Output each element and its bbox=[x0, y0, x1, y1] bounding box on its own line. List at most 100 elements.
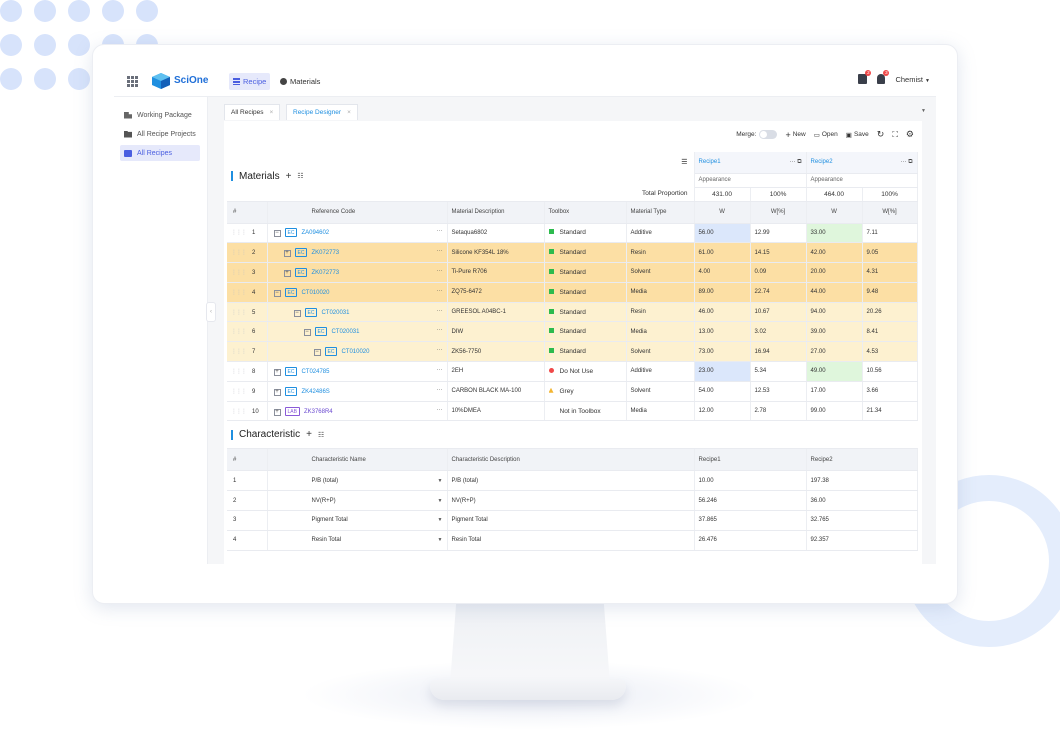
recipe1-w-cell[interactable]: 12.00 bbox=[694, 401, 751, 422]
more-icon[interactable]: ··· bbox=[436, 307, 443, 314]
reference-code-link[interactable]: ZK072773 bbox=[311, 269, 340, 276]
reference-code-link[interactable]: CT020031 bbox=[331, 329, 360, 336]
table-row[interactable]: 3 Pigment Total ▼ Pigment Total 37.865 32… bbox=[227, 510, 918, 531]
recipe1-value[interactable]: 26.476 bbox=[694, 530, 807, 551]
drag-handle-icon[interactable]: ⋮⋮⋮ bbox=[231, 230, 247, 237]
expand-icon[interactable]: − bbox=[303, 329, 311, 337]
expand-icon[interactable]: − bbox=[293, 309, 301, 317]
recipe2-pct-cell[interactable]: 3.66 bbox=[862, 381, 918, 402]
bell-icon[interactable]: 3 bbox=[877, 70, 890, 84]
drag-handle-icon[interactable]: ⋮⋮⋮ bbox=[231, 408, 247, 415]
reference-code-link[interactable]: ZA094602 bbox=[301, 230, 330, 237]
recipe1-w-cell[interactable]: 46.00 bbox=[694, 302, 751, 323]
table-row[interactable]: ⋮⋮⋮ 6 − EC CT020031 ··· DIW Standard Media … bbox=[227, 321, 918, 343]
recipe2-pct-cell[interactable]: 21.34 bbox=[862, 401, 918, 422]
drag-handle-icon[interactable]: ⋮⋮⋮ bbox=[231, 368, 247, 375]
recipe2-w-cell[interactable]: 99.00 bbox=[806, 401, 863, 422]
expand-icon[interactable]: − bbox=[313, 349, 321, 357]
recipe1-pct-cell[interactable]: 12.99 bbox=[750, 223, 807, 244]
recipe1-w-cell[interactable]: 13.00 bbox=[694, 321, 751, 343]
user-menu[interactable]: Chemist ▼ bbox=[895, 75, 930, 84]
sidebar-collapse-handle[interactable]: ‹ bbox=[206, 302, 216, 322]
recipe2-pct-cell[interactable]: 9.48 bbox=[862, 282, 918, 303]
recipe-menu-icon[interactable]: ··· ⧉ bbox=[900, 158, 913, 165]
more-icon[interactable]: ··· bbox=[436, 287, 443, 294]
drag-handle-icon[interactable]: ⋮⋮⋮ bbox=[231, 250, 247, 257]
sidebar-item-working-package[interactable]: Working Package bbox=[120, 107, 200, 123]
table-row[interactable]: ⋮⋮⋮ 9 + EC ZK42486S ··· CARBON BLACK MA-100… bbox=[227, 381, 918, 402]
expand-icon[interactable]: − bbox=[273, 230, 281, 238]
table-row[interactable]: ⋮⋮⋮ 1 − EC ZA094602 ··· Setaqua6802 Standar… bbox=[227, 223, 918, 244]
reference-code-link[interactable]: CT024785 bbox=[301, 368, 330, 375]
more-icon[interactable]: ··· bbox=[436, 347, 443, 354]
new-button[interactable]: + New bbox=[785, 130, 805, 140]
recipe2-w-cell[interactable]: 27.00 bbox=[806, 341, 863, 363]
recipe1-value[interactable]: 56.246 bbox=[694, 490, 807, 512]
recipe2-w-cell[interactable]: 33.00 bbox=[806, 223, 863, 244]
recipe2-pct-cell[interactable]: 8.41 bbox=[862, 321, 918, 343]
recipe1-value[interactable]: 10.00 bbox=[694, 470, 807, 492]
reference-code-link[interactable]: CT020031 bbox=[321, 309, 350, 316]
recipe2-pct-cell[interactable]: 10.56 bbox=[862, 361, 918, 382]
recipe1-pct-cell[interactable]: 10.67 bbox=[750, 302, 807, 323]
sidebar-item-all-recipe-projects[interactable]: All Recipe Projects bbox=[120, 126, 200, 142]
recipe1-w-cell[interactable]: 4.00 bbox=[694, 262, 751, 283]
expand-icon[interactable]: + bbox=[283, 250, 291, 258]
drag-handle-icon[interactable]: ⋮⋮⋮ bbox=[231, 349, 247, 356]
table-row[interactable]: ⋮⋮⋮ 7 − EC CT010020 ··· ZK56-7750 Standard … bbox=[227, 341, 918, 363]
tabs-menu-icon[interactable]: ▼ bbox=[921, 108, 926, 114]
tasks-icon[interactable]: 2 bbox=[858, 70, 872, 84]
recipe2-w-cell[interactable]: 17.00 bbox=[806, 381, 863, 402]
recipe1-w-cell[interactable]: 23.00 bbox=[694, 361, 751, 382]
expand-icon[interactable]: + bbox=[273, 408, 281, 416]
list-icon[interactable]: ☷ bbox=[317, 431, 325, 439]
table-row[interactable]: ⋮⋮⋮ 5 − EC CT020031 ··· GREESOL A04BC-1 Sta… bbox=[227, 302, 918, 323]
nav-tab-recipe[interactable]: Recipe bbox=[229, 73, 271, 90]
reference-code-link[interactable]: CT010020 bbox=[341, 349, 370, 356]
recipe2-pct-cell[interactable]: 20.26 bbox=[862, 302, 918, 323]
save-button[interactable]: ▣ Save bbox=[846, 131, 869, 139]
drag-handle-icon[interactable]: ⋮⋮⋮ bbox=[231, 309, 247, 316]
add-characteristic-icon[interactable]: + bbox=[306, 429, 312, 441]
add-material-icon[interactable]: + bbox=[285, 170, 292, 182]
refresh-icon[interactable]: ↻ bbox=[876, 129, 885, 139]
characteristic-name-select[interactable]: Pigment Total ▼ bbox=[267, 510, 448, 531]
more-icon[interactable]: ··· bbox=[436, 386, 443, 393]
recipe2-value[interactable]: 197.38 bbox=[806, 470, 918, 492]
characteristic-name-select[interactable]: NV(R+P) ▼ bbox=[267, 490, 448, 512]
recipe2-value[interactable]: 32.765 bbox=[806, 510, 918, 531]
recipe2-w-cell[interactable]: 94.00 bbox=[806, 302, 863, 323]
recipe1-pct-cell[interactable]: 2.78 bbox=[750, 401, 807, 422]
table-row[interactable]: ⋮⋮⋮ 2 + EC ZK072773 ··· Silicone KF354L 18%… bbox=[227, 242, 918, 264]
gear-icon[interactable]: ⚙ bbox=[905, 129, 914, 139]
reference-code-link[interactable]: ZK3768R4 bbox=[303, 408, 333, 415]
recipe2-value[interactable]: 92.357 bbox=[806, 530, 918, 551]
more-icon[interactable]: ··· bbox=[436, 228, 443, 235]
recipe2-pct-cell[interactable]: 7.11 bbox=[862, 223, 918, 244]
recipe1-pct-cell[interactable]: 12.53 bbox=[750, 381, 807, 402]
table-row[interactable]: ⋮⋮⋮ 10 + LAB ZK3768R4 ··· 10%DMEA Not in To… bbox=[227, 401, 918, 422]
recipe2-w-cell[interactable]: 42.00 bbox=[806, 242, 863, 264]
drag-handle-icon[interactable]: ⋮⋮⋮ bbox=[231, 289, 247, 296]
characteristic-name-select[interactable]: Resin Total ▼ bbox=[267, 530, 448, 551]
recipe2-header[interactable]: Recipe2 ··· ⧉ bbox=[806, 152, 918, 174]
expand-icon[interactable]: − bbox=[273, 289, 281, 297]
recipe1-pct-cell[interactable]: 14.15 bbox=[750, 242, 807, 264]
recipe1-value[interactable]: 37.865 bbox=[694, 510, 807, 531]
recipe2-pct-cell[interactable]: 4.31 bbox=[862, 262, 918, 283]
close-icon[interactable]: × bbox=[347, 109, 351, 116]
reference-code-link[interactable]: CT010020 bbox=[301, 289, 330, 296]
recipe2-w-cell[interactable]: 39.00 bbox=[806, 321, 863, 343]
more-icon[interactable]: ··· bbox=[436, 267, 443, 274]
expand-icon[interactable]: + bbox=[273, 368, 281, 376]
recipe1-pct-cell[interactable]: 22.74 bbox=[750, 282, 807, 303]
merge-toggle[interactable]: Merge: bbox=[736, 130, 778, 139]
recipe1-pct-cell[interactable]: 5.34 bbox=[750, 361, 807, 382]
table-row[interactable]: 2 NV(R+P) ▼ NV(R+P) 56.246 36.00 bbox=[227, 490, 918, 512]
expand-icon[interactable]: + bbox=[273, 388, 281, 396]
expand-icon[interactable]: + bbox=[283, 269, 291, 277]
table-row[interactable]: 4 Resin Total ▼ Resin Total 26.476 92.357 bbox=[227, 530, 918, 551]
recipe2-w-cell[interactable]: 44.00 bbox=[806, 282, 863, 303]
recipe1-header[interactable]: Recipe1 ··· ⧉ bbox=[694, 152, 807, 174]
more-icon[interactable]: ··· bbox=[436, 327, 443, 334]
